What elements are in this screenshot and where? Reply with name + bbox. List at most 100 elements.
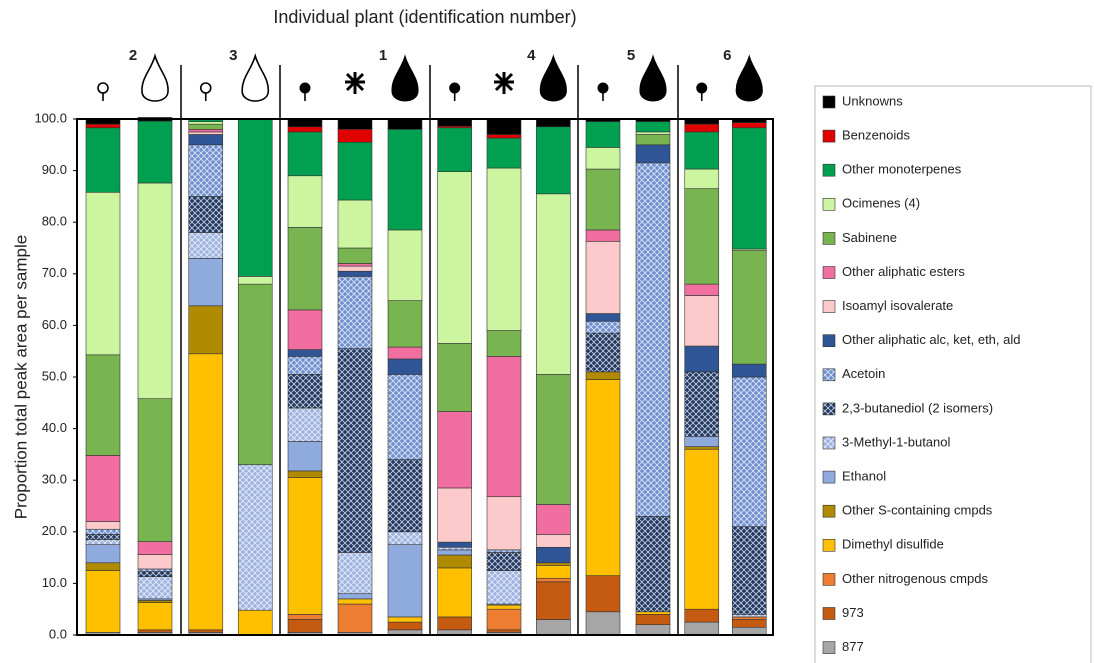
- bar-segment: [684, 345, 720, 373]
- legend-label: Benzenoids: [842, 128, 910, 143]
- bar-segment: [635, 134, 671, 146]
- flower-icon: [696, 82, 708, 94]
- bar-segment: [337, 118, 373, 130]
- legend-swatch: [822, 504, 836, 518]
- bar-segment: [486, 167, 522, 331]
- bar-segment: [85, 570, 121, 633]
- bar-segment: [536, 565, 571, 579]
- bar-segment: [137, 568, 173, 572]
- bar-segment: [188, 305, 224, 355]
- bar-segment: [437, 343, 472, 412]
- bar-segment: [237, 118, 273, 277]
- bar-segment: [85, 521, 121, 530]
- bar-segment: [85, 562, 121, 571]
- bar-segment: [387, 118, 423, 130]
- bar-segment: [684, 188, 720, 285]
- bar-segment: [684, 371, 720, 437]
- bar-segment: [337, 263, 373, 267]
- bar-segment: [287, 126, 323, 133]
- bar-segment: [85, 539, 121, 545]
- bar-segment: [188, 134, 224, 146]
- bar-segment: [635, 144, 671, 164]
- bar-segment: [585, 313, 621, 322]
- flower-icon: [241, 53, 270, 102]
- bar-segment: [684, 608, 720, 623]
- bar-segment: [585, 147, 621, 170]
- legend-swatch: [822, 163, 836, 177]
- bar-segment: [585, 575, 621, 613]
- legend-label: Other aliphatic esters: [842, 264, 965, 279]
- bar-segment: [635, 624, 671, 636]
- bar-segment: [486, 604, 522, 610]
- y-tick-label: 90.0: [42, 162, 67, 177]
- bar-segment: [387, 229, 423, 301]
- bar-segment: [437, 118, 472, 127]
- bar-segment: [287, 441, 323, 472]
- bar-segment: [536, 118, 571, 128]
- legend-label: 2,3-butanediol (2 isomers): [842, 400, 993, 415]
- bar-segment: [287, 356, 323, 375]
- bar-segment: [337, 348, 373, 553]
- bar-segment: [486, 118, 522, 135]
- bar-segment: [437, 171, 472, 344]
- group-label: 6: [723, 47, 731, 64]
- bar-segment: [486, 608, 522, 631]
- group-label: 2: [129, 47, 137, 64]
- bar-segment: [287, 118, 323, 128]
- bar-segment: [585, 611, 621, 636]
- y-tick-label: 60.0: [42, 317, 67, 332]
- bar-segment: [437, 487, 472, 543]
- bar-segment: [437, 554, 472, 569]
- bar-segment: [387, 300, 423, 348]
- bar-segment: [585, 229, 621, 242]
- y-tick-label: 50.0: [42, 368, 67, 383]
- bar-segment: [585, 320, 621, 334]
- legend-swatch: [822, 129, 836, 143]
- bar-segment: [684, 168, 720, 189]
- y-tick-label: 70.0: [42, 265, 67, 280]
- group-label: 1: [379, 47, 387, 64]
- legend-label: Other S-containing cmpds: [842, 503, 993, 518]
- bar-segment: [585, 379, 621, 576]
- bar-segment: [585, 332, 621, 373]
- bar-segment: [137, 398, 173, 542]
- bar-segment: [287, 407, 323, 442]
- bar-segment: [635, 131, 671, 135]
- bar-segment: [684, 123, 720, 133]
- bar-segment: [337, 593, 373, 600]
- bar-segment: [684, 131, 720, 170]
- bar-segment: [731, 614, 767, 618]
- legend-label: Ocimenes (4): [842, 196, 920, 211]
- bar-segment: [635, 162, 671, 517]
- bar-segment: [287, 309, 323, 350]
- bar-segment: [137, 541, 173, 555]
- bar-segment: [287, 470, 323, 478]
- bar-segment: [287, 477, 323, 615]
- y-tick-label: 40.0: [42, 420, 67, 435]
- bar-segment: [536, 504, 571, 535]
- group-label: 5: [627, 47, 635, 64]
- legend-box: [814, 85, 1092, 663]
- legend-label: Unknowns: [842, 93, 903, 108]
- bar-segment: [731, 619, 767, 628]
- bar-segment: [585, 240, 621, 314]
- bar-segment: [188, 123, 224, 130]
- bar-segment: [731, 250, 767, 365]
- legend-swatch: [822, 334, 836, 348]
- y-tick-label: 10.0: [42, 575, 67, 590]
- bar-segment: [188, 144, 224, 197]
- bar-segment: [486, 330, 522, 357]
- legend-label: 973: [842, 605, 864, 620]
- bar-segment: [536, 534, 571, 548]
- bar-segment: [486, 549, 522, 553]
- legend-label: Ethanol: [842, 469, 886, 484]
- bar-segment: [188, 196, 224, 233]
- bar-segment: [387, 346, 423, 360]
- bar-segment: [536, 577, 571, 583]
- bar-segment: [237, 283, 273, 466]
- legend-swatch: [822, 368, 836, 382]
- bar-segment: [731, 526, 767, 615]
- bar-segment: [486, 356, 522, 498]
- legend-label: Acetoin: [842, 366, 885, 381]
